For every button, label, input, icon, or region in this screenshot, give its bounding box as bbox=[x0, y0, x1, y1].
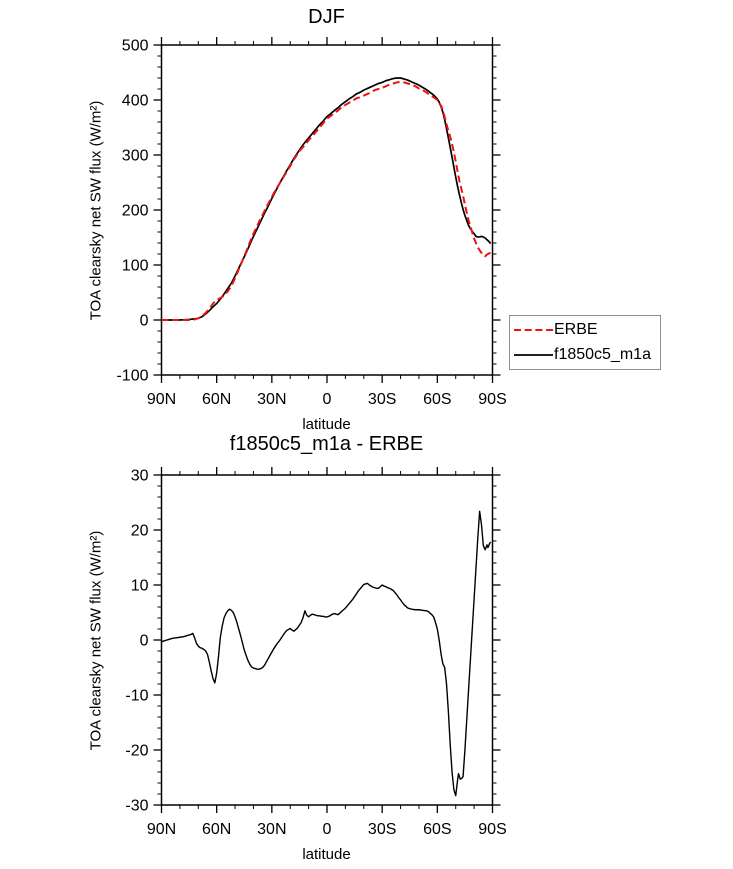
y-tick-label: 30 bbox=[131, 468, 149, 485]
bottom-panel-y-axis-label: TOA clearsky net SW flux (W/m²) bbox=[87, 530, 105, 751]
top-panel-y-axis-label: TOA clearsky net SW flux (W/m²) bbox=[87, 100, 105, 321]
y-tick-label: 10 bbox=[131, 578, 149, 595]
legend-box: ERBE f1850c5_m1a bbox=[509, 315, 661, 370]
x-tick-label: 60S bbox=[423, 391, 451, 408]
model-solid-line-sample bbox=[514, 353, 553, 356]
y-tick-label: 0 bbox=[140, 633, 149, 650]
x-tick-label: 0 bbox=[323, 821, 332, 838]
x-tick-label: 30S bbox=[368, 821, 396, 838]
y-tick-label: -100 bbox=[116, 368, 148, 385]
y-tick-label: -30 bbox=[125, 798, 148, 815]
y-tick-label: -10 bbox=[125, 688, 148, 705]
y-tick-label: 0 bbox=[140, 313, 149, 330]
x-tick-label: 90N bbox=[147, 821, 176, 838]
legend-label-model: f1850c5_m1a bbox=[554, 345, 651, 363]
legend-label-erbe: ERBE bbox=[554, 321, 598, 339]
x-tick-label: 30S bbox=[368, 391, 396, 408]
bottom-panel-x-axis-label: latitude bbox=[302, 846, 351, 863]
top-panel-title: DJF bbox=[308, 6, 345, 28]
x-tick-label: 0 bbox=[323, 391, 332, 408]
erbe-dashed-line-sample bbox=[514, 329, 553, 332]
x-tick-label: 60N bbox=[202, 391, 231, 408]
y-tick-label: 20 bbox=[131, 523, 149, 540]
plot-frame bbox=[160, 44, 494, 376]
legend-entry-model: f1850c5_m1a bbox=[514, 345, 660, 365]
x-tick-label: 90S bbox=[478, 821, 506, 838]
bottom-panel-title: f1850c5_m1a - ERBE bbox=[229, 433, 424, 455]
y-tick-label: 200 bbox=[122, 203, 149, 220]
plot-frame bbox=[160, 474, 494, 806]
y-tick-label: -20 bbox=[125, 743, 148, 760]
x-tick-label: 30N bbox=[257, 821, 286, 838]
x-tick-label: 90N bbox=[147, 391, 176, 408]
x-tick-label: 60S bbox=[423, 821, 451, 838]
y-tick-label: 100 bbox=[122, 258, 149, 275]
x-tick-label: 60N bbox=[202, 821, 231, 838]
model-curve bbox=[161, 77, 492, 321]
x-tick-label: 30N bbox=[257, 391, 286, 408]
y-tick-label: 400 bbox=[122, 93, 149, 110]
top-panel-x-axis-label: latitude bbox=[302, 416, 351, 433]
y-tick-label: 500 bbox=[122, 38, 149, 55]
diff-curve bbox=[161, 510, 492, 797]
x-tick-label: 90S bbox=[478, 391, 506, 408]
legend-entry-erbe: ERBE bbox=[514, 320, 660, 340]
y-tick-label: 300 bbox=[122, 148, 149, 165]
